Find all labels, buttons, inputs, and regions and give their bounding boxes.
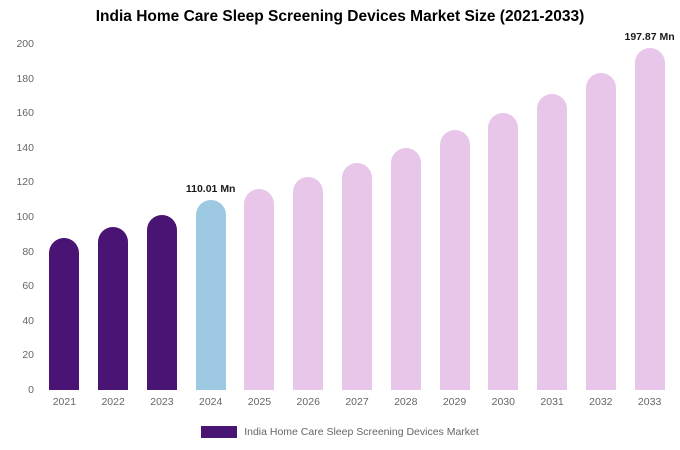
x-tick-label-2032: 2032 — [589, 396, 613, 408]
y-tick-label: 160 — [16, 107, 34, 120]
bar-2032 — [585, 73, 616, 390]
x-tick-label-2023: 2023 — [150, 396, 174, 408]
y-tick-label: 180 — [16, 72, 34, 85]
x-tick-label-2028: 2028 — [394, 396, 418, 408]
bar-column-2022 — [89, 44, 138, 390]
bar-2024 — [195, 200, 226, 390]
x-tick-label-2021: 2021 — [52, 396, 77, 408]
y-tick-label: 20 — [22, 349, 34, 362]
bar-column-2023 — [138, 44, 187, 390]
bar-column-2027 — [333, 44, 382, 390]
bars-container: 110.01 Mn 197.87 Mn — [40, 31, 675, 390]
x-tick-label-2025: 2025 — [247, 396, 272, 408]
bar-2023 — [146, 215, 177, 390]
y-tick-label: 40 — [22, 314, 34, 327]
y-tick-label: 140 — [16, 141, 34, 154]
bar-2025 — [244, 189, 275, 390]
x-tick-label-2029: 2029 — [442, 396, 467, 408]
bar-column-2031 — [528, 44, 577, 390]
bar-column-2021 — [40, 44, 89, 390]
bar-column-2026 — [284, 44, 333, 390]
y-tick-label: 80 — [22, 245, 34, 258]
x-tick-label-2022: 2022 — [101, 396, 125, 408]
y-tick-label: 200 — [16, 38, 34, 50]
x-axis: 2021 2022 2023 2024 2025 2026 2027 2028 2029 2030… — [40, 396, 674, 408]
bar-column-2028 — [381, 44, 430, 390]
bar-2022 — [98, 227, 129, 390]
legend-swatch — [201, 426, 238, 438]
bar-column-2030 — [479, 44, 528, 390]
bar-2029 — [439, 130, 470, 390]
bar-2031 — [537, 94, 568, 390]
bar-column-2032 — [576, 44, 625, 390]
x-tick-label-2026: 2026 — [296, 396, 320, 408]
y-axis: 0 20 40 60 80 100 120 140 160 180 200 — [6, 38, 34, 396]
bar-column-2024: 110.01 Mn — [186, 44, 235, 390]
bar-column-2033: 197.87 Mn — [624, 31, 675, 390]
bar-2026 — [293, 177, 324, 390]
plot-area: 110.01 Mn 197.87 Mn — [40, 31, 675, 390]
x-tick-label-2024: 2024 — [199, 396, 223, 408]
y-tick-label: 120 — [16, 176, 34, 189]
bar-column-2029 — [430, 44, 479, 390]
x-tick-label-2027: 2027 — [345, 396, 369, 408]
bar-2033 — [634, 48, 665, 390]
bar-column-2025 — [235, 44, 284, 390]
chart-title: India Home Care Sleep Screening Devices … — [95, 8, 585, 25]
bar-value-label-2033: 197.87 Mn — [624, 31, 675, 43]
y-tick-label: 60 — [22, 280, 34, 293]
bar-2027 — [341, 163, 372, 390]
y-tick-label: 100 — [16, 211, 34, 223]
y-tick-label: 0 — [28, 384, 34, 396]
x-tick-label-2033: 2033 — [637, 396, 662, 408]
bar-2028 — [390, 148, 421, 390]
bar-2030 — [488, 113, 519, 390]
bar-2021 — [49, 238, 80, 390]
x-tick-label-2030: 2030 — [491, 396, 515, 408]
bar-value-label-2024: 110.01 Mn — [185, 183, 236, 195]
legend: India Home Care Sleep Screening Devices … — [0, 426, 680, 438]
x-tick-label-2031: 2031 — [540, 396, 564, 408]
legend-label: India Home Care Sleep Screening Devices … — [244, 426, 479, 438]
